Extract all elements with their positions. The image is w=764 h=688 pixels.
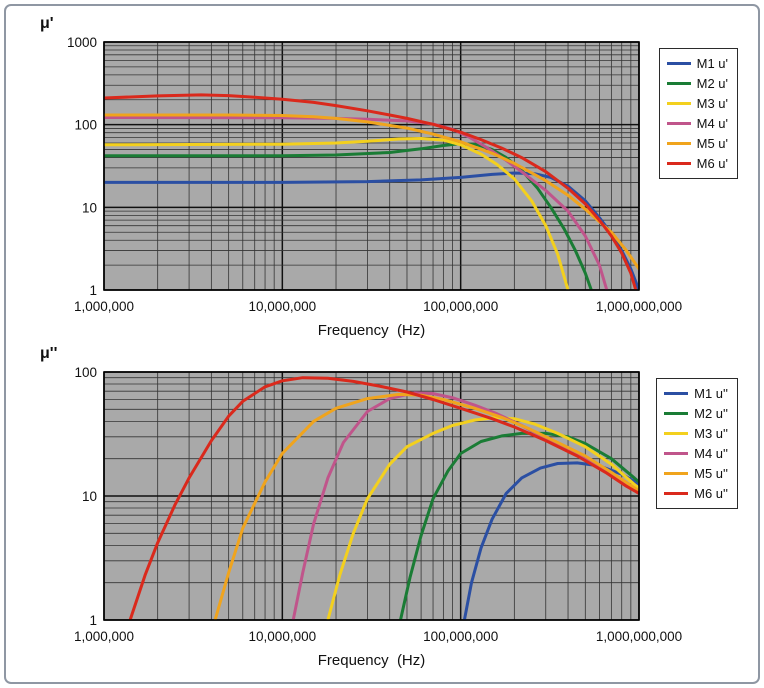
legend-line-swatch — [666, 62, 691, 65]
legend-label: M5 u' — [696, 136, 728, 151]
legend-line-swatch — [666, 162, 691, 165]
mu-double-prime-chart-block: μ'' 1,000,000 10,000,000 100,000,000 1,000,… — [14, 344, 750, 672]
mu-prime-legend: M1 u' M2 u' M3 u' M4 u' M5 u' M6 u' — [658, 48, 738, 179]
svg-text:10,000,000: 10,000,000 — [249, 629, 317, 644]
svg-text:10: 10 — [82, 489, 97, 504]
legend-item: M4 u' — [666, 116, 728, 131]
legend-item: M2 u' — [666, 76, 728, 91]
svg-text:1,000,000: 1,000,000 — [74, 629, 134, 644]
svg-text:100,000,000: 100,000,000 — [423, 299, 498, 314]
legend-item: M4 u'' — [664, 446, 728, 461]
legend-item: M3 u'' — [664, 426, 728, 441]
svg-text:1: 1 — [89, 613, 97, 628]
legend-line-swatch — [664, 492, 689, 495]
legend-line-swatch — [664, 472, 689, 475]
legend-label: M5 u'' — [694, 466, 728, 481]
svg-text:10,000,000: 10,000,000 — [249, 299, 317, 314]
svg-text:1,000,000,000: 1,000,000,000 — [596, 629, 682, 644]
figure-frame: μ' 1,000,000 10,000,000 100,000,000 1,000,0… — [4, 4, 760, 684]
legend-line-swatch — [664, 452, 689, 455]
legend-item: M2 u'' — [664, 406, 728, 421]
legend-line-swatch — [666, 122, 691, 125]
svg-text:10: 10 — [82, 200, 97, 215]
mu-double-prime-plot-svg: 1,000,000 10,000,000 100,000,000 1,000,000,… — [74, 365, 682, 669]
legend-label: M3 u' — [696, 96, 728, 111]
mu-double-prime-chart-row: 1,000,000 10,000,000 100,000,000 1,000,000,… — [14, 364, 750, 672]
legend-item: M3 u' — [666, 96, 728, 111]
mu-prime-chart-block: μ' 1,000,000 10,000,000 100,000,000 1,000,0… — [14, 14, 750, 342]
mu-double-prime-legend: M1 u'' M2 u'' M3 u'' M4 u'' M5 u'' M6 u'' — [656, 378, 738, 509]
svg-text:1: 1 — [89, 283, 97, 298]
svg-text:1,000,000,000: 1,000,000,000 — [596, 299, 682, 314]
legend-line-swatch — [666, 82, 691, 85]
mu-double-prime-axis-title: μ'' — [40, 345, 58, 362]
legend-label: M2 u' — [696, 76, 728, 91]
legend-label: M1 u'' — [694, 386, 728, 401]
legend-label: M2 u'' — [694, 406, 728, 421]
legend-line-swatch — [664, 432, 689, 435]
legend-item: M6 u' — [666, 156, 728, 171]
legend-line-swatch — [664, 392, 689, 395]
legend-label: M6 u' — [696, 156, 728, 171]
svg-text:1,000,000: 1,000,000 — [74, 299, 134, 314]
mu-prime-chart-row: 1,000,000 10,000,000 100,000,000 1,000,000,… — [14, 34, 750, 342]
legend-label: M6 u'' — [694, 486, 728, 501]
legend-label: M4 u'' — [694, 446, 728, 461]
legend-line-swatch — [666, 102, 691, 105]
legend-item: M1 u'' — [664, 386, 728, 401]
legend-label: M1 u' — [696, 56, 728, 71]
mu-prime-plot-svg: 1,000,000 10,000,000 100,000,000 1,000,000,… — [67, 35, 682, 339]
mu-prime-axis-title: μ' — [40, 15, 54, 32]
svg-text:100: 100 — [74, 118, 97, 133]
legend-label: M4 u' — [696, 116, 728, 131]
legend-label: M3 u'' — [694, 426, 728, 441]
svg-text:1000: 1000 — [67, 35, 97, 50]
legend-item: M6 u'' — [664, 486, 728, 501]
svg-text:100,000,000: 100,000,000 — [423, 629, 498, 644]
legend-item: M5 u'' — [664, 466, 728, 481]
legend-item: M1 u' — [666, 56, 728, 71]
svg-text:100: 100 — [74, 365, 97, 380]
svg-text:Frequency (Hz): Frequency (Hz) — [318, 652, 426, 669]
svg-text:Frequency (Hz): Frequency (Hz) — [318, 322, 426, 339]
legend-line-swatch — [664, 412, 689, 415]
legend-line-swatch — [666, 142, 691, 145]
legend-item: M5 u' — [666, 136, 728, 151]
